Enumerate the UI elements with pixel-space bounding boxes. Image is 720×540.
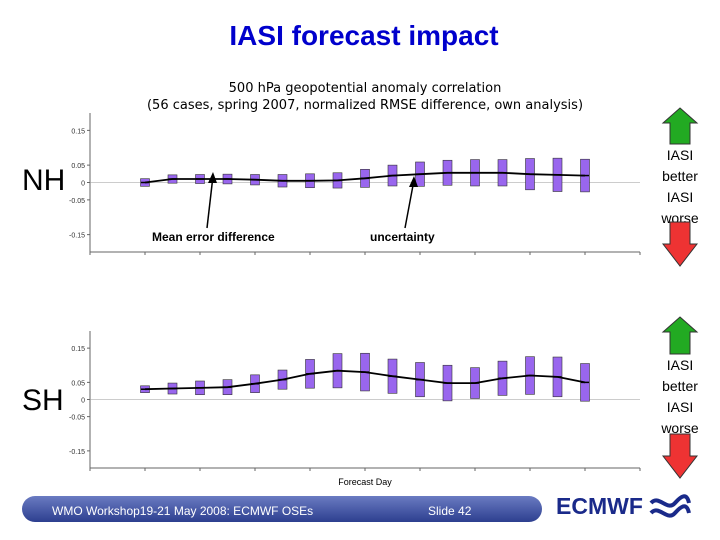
mean-error-pointer-head bbox=[208, 172, 217, 183]
nh-iasi-better-label: IASI better bbox=[662, 147, 698, 184]
y-tick-label: 0 bbox=[81, 181, 85, 188]
nh-worse-arrow-icon bbox=[661, 221, 699, 267]
region-label-sh: SH bbox=[22, 384, 64, 417]
y-tick-label: -0.15 bbox=[69, 449, 85, 456]
sh-worse-arrow-icon bbox=[661, 433, 699, 479]
slide-title: IASI forecast impact bbox=[229, 20, 499, 51]
mean-error-pointer bbox=[206, 175, 214, 229]
y-tick-label: 0.05 bbox=[71, 163, 85, 170]
mean-error-annotation: Mean error difference bbox=[152, 230, 275, 244]
region-label-nh: NH bbox=[22, 164, 66, 197]
footer-text: WMO Workshop19-21 May 2008: ECMWF OSEs bbox=[52, 504, 314, 518]
y-tick-label: 0 bbox=[81, 398, 85, 405]
sh-better-arrow-icon bbox=[661, 316, 699, 355]
sh-side-labels: IASI better IASI worse bbox=[650, 355, 710, 439]
uncertainty-annotation: uncertainty bbox=[370, 230, 435, 244]
nh-side-labels: IASI better IASI worse bbox=[650, 145, 710, 229]
slide-number: Slide 42 bbox=[428, 504, 472, 518]
uncertainty-pointer-head bbox=[409, 176, 418, 187]
sh-iasi-worse-label: IASI worse bbox=[661, 399, 699, 436]
y-tick-label: 0.15 bbox=[71, 128, 85, 135]
ecmwf-swirl-icon bbox=[649, 494, 692, 518]
nh-panel: 0.15 0.05 0 -0.05 -0.15 bbox=[69, 113, 641, 255]
y-tick-label: -0.15 bbox=[69, 233, 85, 240]
uncertainty-pointer bbox=[404, 179, 415, 229]
x-axis-label: Forecast Day bbox=[338, 477, 392, 487]
y-tick-label: 0.15 bbox=[71, 346, 85, 353]
nh-better-arrow-icon bbox=[661, 107, 699, 145]
subtitle-line-2: (56 cases, spring 2007, normalized RMSE … bbox=[146, 98, 584, 113]
y-tick-label: 0.05 bbox=[71, 380, 85, 387]
y-tick-label: -0.05 bbox=[69, 415, 85, 422]
y-tick-label: -0.05 bbox=[69, 198, 85, 205]
brand-text: ECMWF bbox=[556, 493, 643, 519]
chart-subtitle: 500 hPa geopotential anomaly correlation… bbox=[140, 80, 590, 114]
footer-bar bbox=[22, 496, 542, 522]
ecmwf-logo: ECMWF bbox=[556, 493, 692, 522]
subtitle-line-1: 500 hPa geopotential anomaly correlation bbox=[228, 81, 502, 96]
sh-iasi-better-label: IASI better bbox=[662, 357, 698, 394]
sh-panel: 0.15 0.05 0 -0.05 -0.15 bbox=[69, 331, 641, 471]
